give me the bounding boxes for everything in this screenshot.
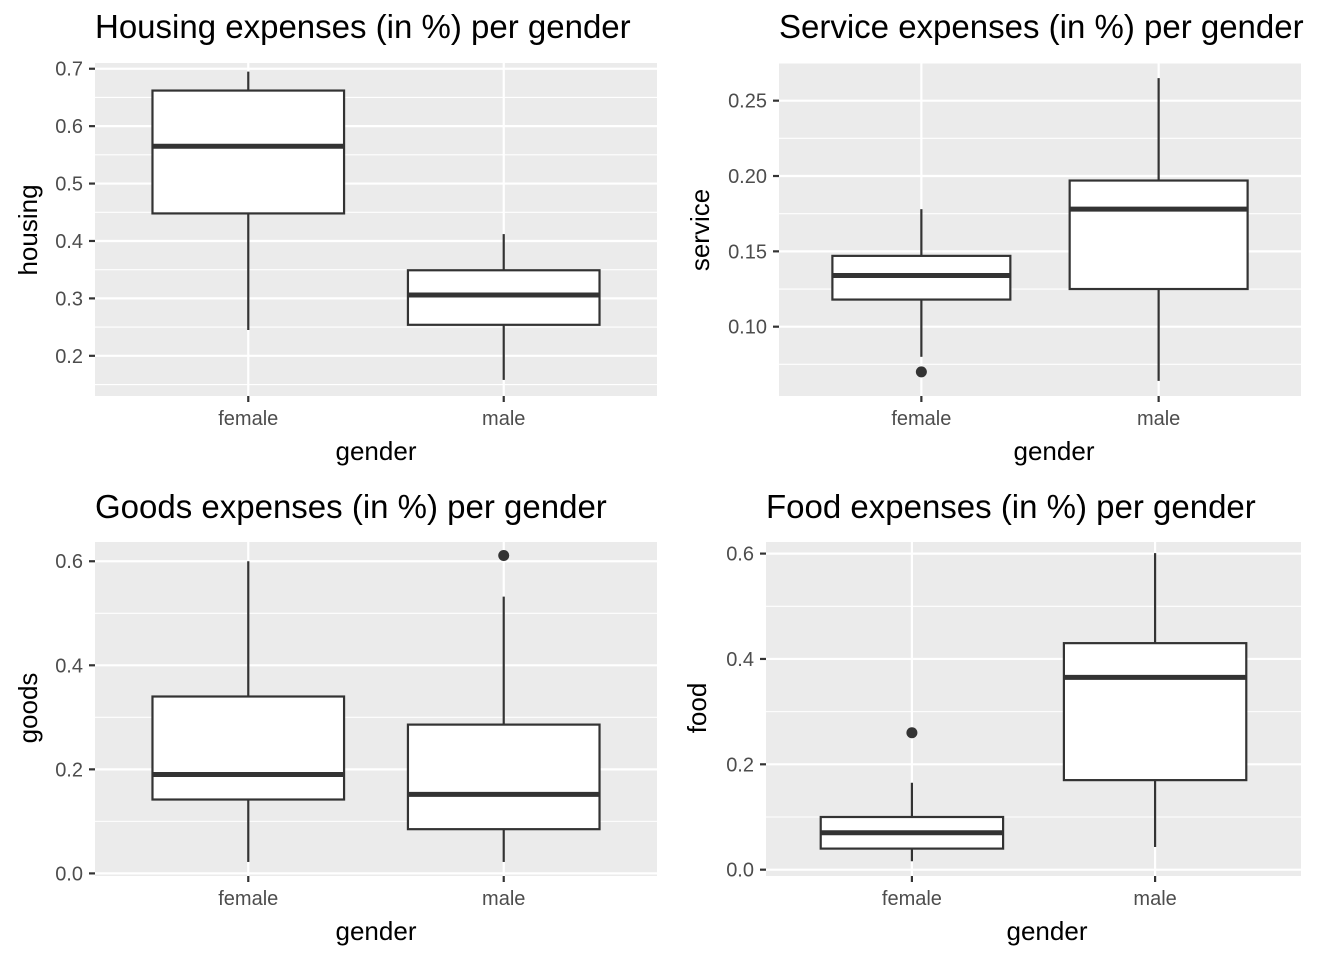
x-axis-title: gender bbox=[1014, 436, 1095, 466]
x-tick-label: female bbox=[218, 888, 278, 910]
y-tick-label: 0.6 bbox=[726, 544, 754, 566]
chart-title: Food expenses (in %) per gender bbox=[766, 488, 1256, 525]
y-tick-label: 0.0 bbox=[726, 860, 754, 882]
plot-area: 0.0 0.2 0.4 0.6 female male bbox=[726, 542, 1301, 910]
y-tick-label: 0.25 bbox=[728, 91, 767, 113]
chart-panel-food: 0.0 0.2 0.4 0.6 female male Food expenses (in… bbox=[682, 488, 1301, 946]
y-tick-label: 0.15 bbox=[728, 241, 767, 263]
x-tick-label: female bbox=[882, 888, 942, 910]
y-tick-label: 0.0 bbox=[55, 863, 83, 885]
box-iqr bbox=[151, 89, 346, 215]
y-tick-label: 0.10 bbox=[728, 317, 767, 339]
box-male bbox=[1062, 553, 1248, 848]
y-tick-label: 0.7 bbox=[55, 59, 83, 81]
x-axis-title: gender bbox=[336, 916, 417, 946]
box-male bbox=[406, 550, 601, 862]
y-tick-label: 0.4 bbox=[55, 231, 83, 253]
outlier-point bbox=[906, 727, 918, 739]
y-tick-label: 0.2 bbox=[55, 346, 83, 368]
x-tick-label: female bbox=[218, 408, 278, 430]
plot-area: 0.10 0.15 0.20 0.25 female male bbox=[728, 62, 1301, 430]
y-axis-title: service bbox=[685, 189, 715, 271]
y-tick-label: 0.5 bbox=[55, 174, 83, 196]
y-axis-title: food bbox=[682, 683, 712, 734]
y-tick-label: 0.2 bbox=[55, 759, 83, 781]
chart-panel-housing: 0.2 0.3 0.4 0.5 0.6 0.7 female male Housing exp… bbox=[13, 8, 657, 466]
y-tick-label: 0.20 bbox=[728, 166, 767, 188]
box-iqr bbox=[406, 723, 601, 831]
chart-panel-service: 0.10 0.15 0.20 0.25 female male Service expen… bbox=[685, 8, 1304, 466]
y-axis-title: goods bbox=[13, 673, 43, 744]
x-tick-label: male bbox=[482, 888, 525, 910]
x-tick-label: male bbox=[1137, 408, 1180, 430]
box-female bbox=[831, 209, 1012, 378]
box-female bbox=[151, 561, 346, 862]
box-iqr bbox=[1062, 642, 1248, 782]
x-axis-title: gender bbox=[336, 436, 417, 466]
box-female bbox=[151, 71, 346, 330]
chart-title: Housing expenses (in %) per gender bbox=[95, 8, 631, 45]
chart-title: Service expenses (in %) per gender bbox=[779, 8, 1304, 45]
x-tick-label: male bbox=[482, 408, 525, 430]
x-tick-label: female bbox=[891, 408, 951, 430]
plot-area: 0.2 0.3 0.4 0.5 0.6 0.7 female male bbox=[55, 59, 657, 430]
x-axis-title: gender bbox=[1007, 916, 1088, 946]
plot-area: 0.0 0.2 0.4 0.6 female male bbox=[55, 542, 657, 910]
box-male bbox=[1068, 78, 1249, 381]
y-tick-label: 0.4 bbox=[726, 649, 754, 671]
y-tick-label: 0.3 bbox=[55, 288, 83, 310]
box-iqr bbox=[406, 269, 601, 326]
outlier-point bbox=[915, 366, 927, 378]
y-tick-label: 0.2 bbox=[726, 754, 754, 776]
y-tick-label: 0.6 bbox=[55, 551, 83, 573]
box-male bbox=[406, 234, 601, 380]
x-tick-label: male bbox=[1133, 888, 1176, 910]
y-axis-title: housing bbox=[13, 184, 43, 275]
chart-title: Goods expenses (in %) per gender bbox=[95, 488, 607, 525]
box-female bbox=[819, 727, 1005, 862]
chart-panel-goods: 0.0 0.2 0.4 0.6 female male Goods expenses (i… bbox=[13, 488, 657, 946]
y-tick-label: 0.6 bbox=[55, 116, 83, 138]
outlier-point bbox=[498, 550, 510, 562]
box-iqr bbox=[151, 695, 346, 801]
box-iqr bbox=[1068, 179, 1249, 291]
y-tick-label: 0.4 bbox=[55, 655, 83, 677]
